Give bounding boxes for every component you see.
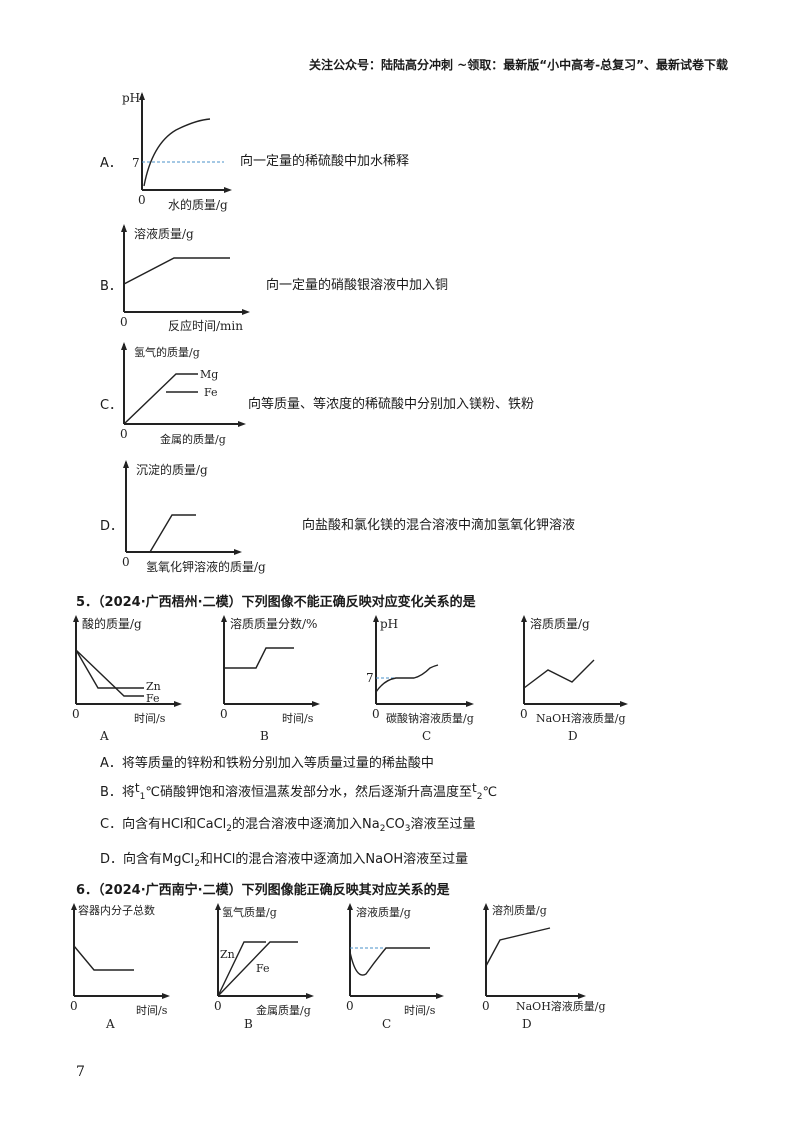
q6-graph-a: 容器内分子总数 0 时间/s A [70, 903, 170, 1031]
q6-graph-b: 氢气质量/g 0 金属质量/g Zn Fe B [214, 903, 314, 1031]
y-label: 沉淀的质量/g [136, 462, 208, 477]
fe-line [217, 941, 298, 997]
y-label: 酸的质量/g [82, 616, 142, 631]
y-label: 溶液质量/g [134, 226, 194, 241]
caption: B [244, 1017, 253, 1031]
origin: 0 [138, 193, 146, 207]
y-label: pH [122, 91, 140, 105]
mg-line [123, 373, 198, 425]
q5-graph-d: 溶质质量/g 0 NaOH溶液质量/g D [520, 615, 628, 743]
q5-graph-b: 溶质质量分数/% 0 时间/s B [220, 615, 320, 743]
q5-choice-b: B．将t1℃硝酸钾饱和溶液恒温蒸发部分水，然后逐渐升高温度至t2℃ [100, 781, 498, 802]
caption: D [568, 729, 578, 743]
solution-line [349, 947, 430, 976]
y-label: pH [380, 617, 398, 631]
origin: 0 [214, 999, 222, 1013]
fraction-line [224, 647, 294, 669]
origin: 0 [220, 707, 228, 721]
x-label: NaOH溶液质量/g [536, 711, 626, 725]
x-arrow [224, 187, 232, 193]
origin: 0 [520, 707, 528, 721]
caption: A [105, 1017, 115, 1031]
tick-7: 7 [132, 156, 140, 170]
y-label: 溶液质量/g [356, 905, 411, 919]
x-label: 时间/s [404, 1004, 436, 1017]
x-label: 金属质量/g [256, 1003, 311, 1017]
x-label: 水的质量/g [168, 197, 228, 212]
caption: C [422, 729, 431, 743]
graph-part1-c: 氢气的质量/g 0 金属的质量/g Mg Fe [120, 342, 246, 446]
origin: 0 [122, 555, 130, 569]
q5-choice-d: D．向含有MgCl2和HCl的混合溶液中逐滴加入NaOH溶液至过量 [100, 852, 469, 869]
solute-line [523, 659, 595, 689]
q5-choice-a: A．将等质量的锌粉和铁粉分别加入等质量过量的稀盐酸中 [100, 756, 434, 771]
page-number: 7 [76, 1064, 85, 1080]
q5-choice-c: C．向含有HCl和CaCl2的混合溶液中逐滴加入Na2CO3溶液至过量 [100, 817, 476, 834]
q5-title: 5．（2024·广西梧州·二模）下列图像不能正确反映对应变化关系的是 [76, 595, 476, 610]
q6-graph-c: 溶液质量/g 0 时间/s C [346, 903, 444, 1031]
graph-part1-a: pH 7 0 水的质量/g [122, 91, 232, 212]
zn-line [217, 941, 266, 997]
page-header: 关注公众号：陆陆高分冲刺 ~领取：最新版“小中高考-总复习”、最新试卷下载 [309, 58, 728, 72]
ph-curve [143, 118, 211, 187]
mass-line [123, 257, 230, 285]
q6-title: 6．（2024·广西南宁·二模）下列图像能正确反映其对应关系的是 [76, 883, 450, 898]
ph-line [375, 664, 439, 693]
y-label: 溶质质量/g [530, 616, 590, 631]
fe-label: Fe [204, 386, 218, 399]
q6-graph-d: 溶剂质量/g 0 NaOH溶液质量/g D [482, 903, 606, 1031]
origin: 0 [372, 707, 380, 721]
origin: 0 [120, 315, 128, 329]
graph-part1-b: 溶液质量/g 0 反应时间/min [120, 224, 250, 333]
q5-graph-a: 酸的质量/g 0 时间/s Zn Fe A [72, 615, 182, 743]
fe-label: Fe [146, 692, 160, 705]
x-label: NaOH溶液质量/g [516, 999, 606, 1013]
q5-graph-c: pH 7 0 碳酸钠溶液质量/g C [366, 615, 474, 743]
x-label: 时间/s [136, 1004, 168, 1017]
fe-line [75, 649, 144, 697]
caption: A [99, 729, 109, 743]
x-label: 金属的质量/g [160, 432, 226, 446]
caption: C [382, 1017, 391, 1031]
zn-label: Zn [146, 680, 161, 693]
x-label: 反应时间/min [168, 318, 243, 333]
option-d-text: 向盐酸和氯化镁的混合溶液中滴加氢氧化钾溶液 [302, 518, 576, 533]
graph-part1-d: 沉淀的质量/g 0 氢氧化钾溶液的质量/g [122, 460, 266, 574]
x-label: 氢氧化钾溶液的质量/g [146, 559, 266, 574]
option-c-label: C． [100, 398, 123, 413]
origin: 0 [70, 999, 78, 1013]
origin: 0 [482, 999, 490, 1013]
option-a-text: 向一定量的稀硫酸中加水稀释 [240, 154, 410, 169]
y-label: 溶质质量分数/% [230, 616, 317, 631]
caption: D [522, 1017, 532, 1031]
option-a-label: A． [100, 156, 122, 171]
option-d-label: D． [100, 519, 124, 534]
zn-label: Zn [220, 948, 235, 961]
option-b-label: B． [100, 279, 122, 294]
solvent-line [485, 927, 551, 967]
molecule-line [73, 945, 134, 971]
origin: 0 [346, 999, 354, 1013]
origin: 0 [120, 427, 128, 441]
fe-label: Fe [256, 962, 270, 975]
option-c-text: 向等质量、等浓度的稀硫酸中分别加入镁粉、铁粉 [248, 397, 535, 412]
x-label: 时间/s [282, 712, 314, 725]
mg-label: Mg [200, 368, 218, 381]
y-label: 容器内分子总数 [78, 903, 155, 917]
origin: 0 [72, 707, 80, 721]
precipitate-line [149, 514, 196, 553]
y-label: 溶剂质量/g [492, 903, 547, 917]
x-label: 时间/s [134, 712, 166, 725]
tick-7: 7 [366, 671, 374, 685]
y-label: 氢气的质量/g [134, 345, 200, 359]
zn-line [75, 649, 144, 689]
option-b-text: 向一定量的硝酸银溶液中加入铜 [266, 278, 449, 293]
x-label: 碳酸钠溶液质量/g [386, 711, 474, 725]
y-label: 氢气质量/g [222, 905, 277, 919]
caption: B [260, 729, 269, 743]
